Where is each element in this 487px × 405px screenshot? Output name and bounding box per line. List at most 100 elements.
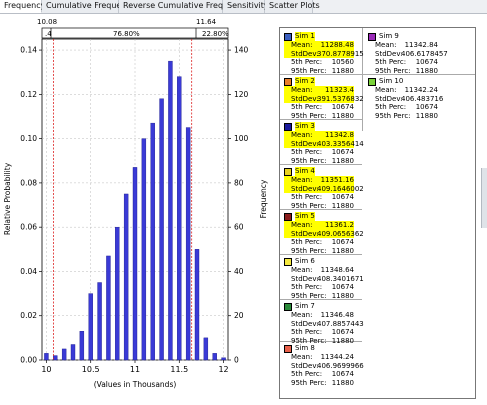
sim-block-4[interactable]: Sim 4 Mean: 11351.16 StdDev: 409.1646002 5th … (284, 167, 364, 210)
sim-color-swatch[interactable] (284, 344, 292, 353)
sim-stat-stddev: StdDev: 391.5376832 (284, 94, 364, 104)
sim-block-3[interactable]: Sim 3 Mean: 11342.8 StdDev: 403.3356414 5th P… (284, 122, 364, 166)
sim-stat-stddev: StdDev: 370.8778915 (284, 49, 364, 59)
histogram-bar (141, 138, 147, 361)
stat-value-mean: 11342.84 (404, 41, 438, 49)
histogram-bar (106, 255, 111, 361)
sim-stat-p95: 95th Perc: 11880 (368, 112, 438, 121)
panel-scroll-handle[interactable] (481, 168, 487, 228)
sim-stat-stddev: StdDev: 406.483716 (368, 95, 443, 104)
stat-label-p5: 5th Perc: (291, 238, 323, 247)
sim-color-swatch[interactable] (368, 32, 376, 41)
block-separator (363, 74, 475, 75)
block-separator (280, 341, 362, 342)
sim-stat-p5: 5th Perc: 10674 (368, 58, 438, 67)
stat-value-mean: 11342.24 (404, 86, 438, 94)
stat-value-mean: 11323.4 (325, 86, 354, 94)
sim-stat-p5: 5th Perc: 10674 (284, 193, 354, 202)
tab-cumulative-frequency[interactable]: Cumulative Frequency (42, 0, 136, 13)
sim-block-1[interactable]: Sim 1 Mean: 11288.48 StdDev: 370.8778915 5th … (284, 32, 364, 75)
sim-block-9[interactable]: Sim 9 Mean: 11342.84 StdDev: 406.6178457 5th … (368, 32, 448, 75)
percentile-mid-pct: 76.80% (113, 30, 140, 38)
percentile-bar[interactable] (41, 27, 229, 39)
stat-value-p95: 11880 (331, 156, 354, 165)
sim-block-8[interactable]: Sim 8 Mean: 11344.24 StdDev: 406.9699966 5th … (284, 344, 364, 388)
sim-stat-mean: Mean: 11342.84 (368, 41, 438, 50)
stat-value-stddev: 407.8857443 (317, 319, 364, 328)
stat-value-stddev: 409.1646002 (317, 184, 364, 193)
sim-color-swatch[interactable] (284, 302, 292, 311)
sim-title-row: Sim 5 (284, 212, 354, 221)
tab-frequency[interactable]: Frequency (0, 0, 45, 13)
stat-value-stddev: 409.0656362 (317, 229, 364, 238)
sim-stat-p95: 95th Perc: 11880 (284, 379, 354, 388)
y-tick-label-right: 0 (234, 356, 239, 365)
stat-label-p5: 5th Perc: (291, 103, 323, 112)
sim-title-row: Sim 3 (284, 122, 354, 131)
stat-label-p95: 95th Perc: (291, 291, 327, 300)
y-tick-label-left: 0.06 (20, 223, 37, 232)
stat-label-p5: 5th Perc: (291, 370, 323, 379)
x-tick-label: 10.5 (82, 365, 100, 374)
tab-scatter-plots[interactable]: Scatter Plots (265, 0, 320, 13)
stat-value-p95: 11880 (331, 291, 354, 300)
sim-color-swatch[interactable] (284, 122, 292, 131)
sim-title-row: Sim 6 (284, 257, 354, 266)
stat-value-stddev: 403.3356414 (317, 139, 364, 148)
stat-label-p5: 5th Perc: (291, 58, 323, 67)
sim-block-5[interactable]: Sim 5 Mean: 11361.2 StdDev: 409.0656362 5th P… (284, 212, 364, 255)
stat-value-p95: 11880 (331, 378, 354, 387)
stat-label-stddev: StdDev: (291, 94, 319, 103)
stat-value-p95: 11880 (331, 201, 354, 210)
stat-value-stddev: 406.6178457 (401, 49, 448, 58)
sim-stat-mean: Mean: 11346.48 (284, 311, 354, 320)
sim-stat-mean: Mean: 11344.24 (284, 353, 354, 362)
x-tick-label: 11 (130, 365, 140, 374)
x-axis-label: (Values in Thousands) (94, 380, 177, 389)
sim-block-7[interactable]: Sim 7 Mean: 11346.48 StdDev: 407.8857443 5th … (284, 302, 364, 345)
x-tick-label: 11.5 (170, 365, 188, 374)
sim-stat-stddev: StdDev: 409.1646002 (284, 184, 364, 194)
histogram-bar (79, 331, 85, 361)
axis-ticks: 0.00 0 0.02 20 0.04 40 0.06 60 0.08 80 0.10 100 0.12… (20, 46, 248, 374)
sim-block-6[interactable]: Sim 6 Mean: 11348.64 StdDev: 408.3401671 5th … (284, 257, 364, 300)
stat-value-p95: 11880 (331, 66, 354, 75)
sim-name: Sim 10 (379, 77, 404, 86)
stat-label-stddev: StdDev: (375, 49, 403, 58)
stat-value-p5: 10674 (331, 370, 354, 379)
x-tick-label: 10 (41, 365, 51, 374)
marker-lines (53, 39, 193, 360)
sim-color-swatch[interactable] (284, 167, 292, 176)
stat-value-stddev: 370.8778915 (317, 49, 364, 58)
tab-reverse-cumulative-frequency[interactable]: Reverse Cumulative Frequency (119, 0, 247, 13)
stat-label-mean: Mean: (291, 86, 313, 94)
sim-block-2[interactable]: Sim 2 Mean: 11323.4 StdDev: 391.5376832 5th P… (284, 77, 364, 121)
y-tick-label-right: 40 (234, 267, 244, 276)
sim-name: Sim 6 (295, 257, 315, 266)
sim-color-swatch[interactable] (368, 77, 376, 86)
sim-title-row: Sim 2 (284, 77, 354, 86)
tab-sensitivity[interactable]: Sensitivity (223, 0, 269, 13)
stat-value-p5: 10674 (331, 283, 354, 292)
sim-title-row: Sim 7 (284, 302, 354, 311)
sim-name: Sim 9 (379, 32, 399, 41)
sim-color-swatch[interactable] (284, 77, 292, 86)
stat-label-p95: 95th Perc: (375, 111, 411, 120)
sim-color-swatch[interactable] (284, 32, 292, 41)
sim-color-swatch[interactable] (284, 212, 292, 221)
stat-label-stddev: StdDev: (291, 139, 319, 148)
sim-color-swatch[interactable] (284, 257, 292, 266)
sim-stat-p95: 95th Perc: 11880 (284, 112, 354, 121)
sim-title-row: Sim 4 (284, 167, 354, 176)
y-tick-label-left: 0.10 (20, 134, 37, 143)
histogram-bar (221, 357, 226, 361)
stat-value-mean: 11342.8 (325, 131, 354, 139)
stat-label-p5: 5th Perc: (291, 283, 323, 292)
sim-block-10[interactable]: Sim 10 Mean: 11342.24 StdDev: 406.483716 5th … (368, 77, 443, 121)
sim-stat-mean: Mean: 11348.64 (284, 266, 354, 275)
sim-stat-mean: Mean: 11288.48 (284, 41, 354, 50)
sim-stat-p95: 95th Perc: 11880 (284, 157, 354, 166)
stat-label-p95: 95th Perc: (291, 66, 327, 75)
stat-value-stddev: 406.483716 (401, 94, 444, 103)
sim-stat-stddev: StdDev: 403.3356414 (284, 139, 364, 149)
